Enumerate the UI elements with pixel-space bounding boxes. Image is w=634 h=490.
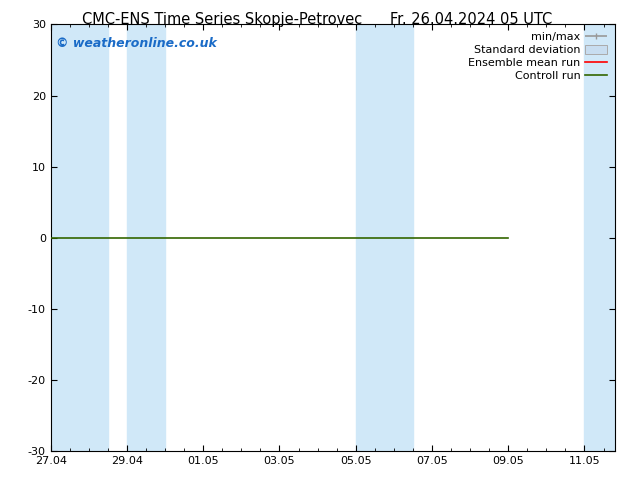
Bar bbox=[585, 24, 615, 451]
Text: CMC-ENS Time Series Skopje-Petrovec      Fr. 26.04.2024 05 UTC: CMC-ENS Time Series Skopje-Petrovec Fr. … bbox=[82, 12, 552, 27]
Bar bbox=[356, 24, 413, 451]
Bar bbox=[51, 24, 108, 451]
Text: © weatheronline.co.uk: © weatheronline.co.uk bbox=[56, 37, 217, 50]
Bar bbox=[127, 24, 165, 451]
Legend: min/max, Standard deviation, Ensemble mean run, Controll run: min/max, Standard deviation, Ensemble me… bbox=[466, 30, 609, 83]
